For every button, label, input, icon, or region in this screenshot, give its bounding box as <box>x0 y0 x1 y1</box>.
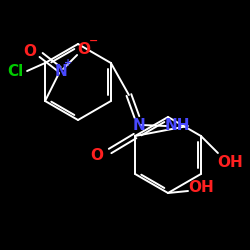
Text: +: + <box>64 58 72 68</box>
Text: O: O <box>90 148 104 164</box>
Text: N: N <box>132 118 145 132</box>
Text: OH: OH <box>188 180 214 196</box>
Text: OH: OH <box>217 156 243 170</box>
Text: O: O <box>78 42 90 58</box>
Text: Cl: Cl <box>7 64 23 78</box>
Text: O: O <box>24 44 36 60</box>
Text: NH: NH <box>164 118 190 134</box>
Text: N: N <box>55 64 68 78</box>
Text: −: − <box>88 36 98 46</box>
